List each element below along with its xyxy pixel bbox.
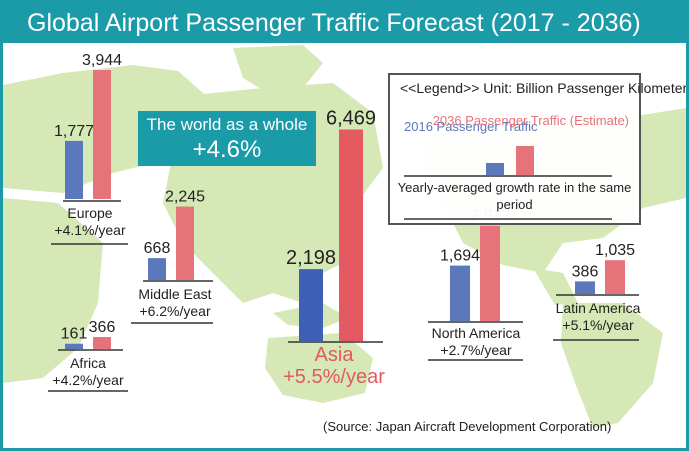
bar-2016-asia <box>299 269 323 341</box>
world-growth-box: The world as a whole +4.6% <box>138 111 316 166</box>
bar-2016-africa <box>65 343 83 349</box>
legend-bar-2036 <box>516 146 534 175</box>
region-label-middle-east: Middle East +6.2%/year <box>127 286 223 320</box>
region-label-europe: Europe +4.1%/year <box>45 205 135 239</box>
legend-rate-label: Yearly-averaged growth rate in the same … <box>390 179 639 213</box>
value-label-2036-asia: 6,469 <box>326 107 376 129</box>
value-label-2016-middle-east: 668 <box>144 240 171 257</box>
value-label-2036-latin-america: 1,035 <box>595 242 635 259</box>
region-name-north-america: North America <box>431 325 521 341</box>
bar-2036-north-america <box>480 225 500 321</box>
legend-header-text: <<Legend>> Unit: Billion Passenger Kilom… <box>400 80 689 96</box>
growth-rate-latin-america: +5.1%/year <box>562 317 634 333</box>
region-label-africa: Africa +4.2%/year <box>43 355 133 389</box>
bar-2036-asia <box>339 129 363 341</box>
growth-rate-asia: +5.5%/year <box>283 366 385 388</box>
bar-2036-europe <box>93 70 111 200</box>
legend-rate-text: Yearly-averaged growth rate in the same … <box>397 180 632 212</box>
legend-series-2036: 2036 Passenger Traffic (Estimate) <box>433 113 629 128</box>
world-growth-value: +4.6% <box>192 136 262 163</box>
legend-2016-text: 2016 Passenger Traffic <box>404 119 538 134</box>
source-note: (Source: Japan Aircraft Development Corp… <box>323 419 612 434</box>
growth-rate-north-america: +2.7%/year <box>440 342 512 358</box>
value-label-2016-asia: 2,198 <box>286 247 336 269</box>
growth-rate-europe: +4.1%/year <box>54 222 126 238</box>
legend-header: <<Legend>> Unit: Billion Passenger Kilom… <box>400 79 689 98</box>
value-label-2016-europe: 1,777 <box>54 123 94 140</box>
bar-2016-europe <box>65 140 83 199</box>
region-name-africa: Africa <box>70 355 106 371</box>
growth-rate-africa: +4.2%/year <box>52 372 124 388</box>
bar-2036-africa <box>93 337 111 349</box>
map-australia <box>265 333 373 403</box>
region-name-latin-america: Latin America <box>555 300 641 316</box>
region-name-middle-east: Middle East <box>138 286 212 302</box>
value-label-2016-north-america: 1,694 <box>440 248 480 265</box>
bar-2016-latin-america <box>575 281 595 294</box>
value-label-2036-europe: 3,944 <box>82 52 122 69</box>
bar-2016-middle-east <box>148 258 166 280</box>
region-label-asia: Asia +5.5%/year <box>275 344 393 388</box>
value-label-2016-latin-america: 386 <box>572 263 599 280</box>
bar-2036-middle-east <box>176 206 194 280</box>
legend-series-2016: 2016 Passenger Traffic <box>404 119 537 134</box>
legend: <<Legend>> Unit: Billion Passenger Kilom… <box>388 73 686 225</box>
world-label: The world as a whole <box>146 115 308 134</box>
region-label-latin-america: Latin America +5.1%/year <box>548 300 648 334</box>
value-label-2036-middle-east: 2,245 <box>165 189 205 206</box>
legend-bar-2016 <box>486 163 504 175</box>
chart-title: Global Airport Passenger Traffic Forecas… <box>3 3 686 43</box>
bar-2036-latin-america <box>605 260 625 294</box>
growth-rate-middle-east: +6.2%/year <box>139 303 211 319</box>
region-label-north-america: North America +2.7%/year <box>421 325 531 359</box>
region-name-europe: Europe <box>67 205 113 221</box>
region-underlines <box>48 200 639 392</box>
legend-2036-text: 2036 Passenger Traffic (Estimate) <box>432 113 629 128</box>
value-label-2036-africa: 366 <box>89 319 116 336</box>
map-south-america-land <box>561 303 663 428</box>
value-label-2016-africa: 161 <box>61 326 88 343</box>
map-greenland <box>233 45 323 95</box>
bar-2016-north-america <box>450 265 470 321</box>
legend-swatches <box>404 146 612 220</box>
region-name-asia: Asia <box>314 344 354 366</box>
